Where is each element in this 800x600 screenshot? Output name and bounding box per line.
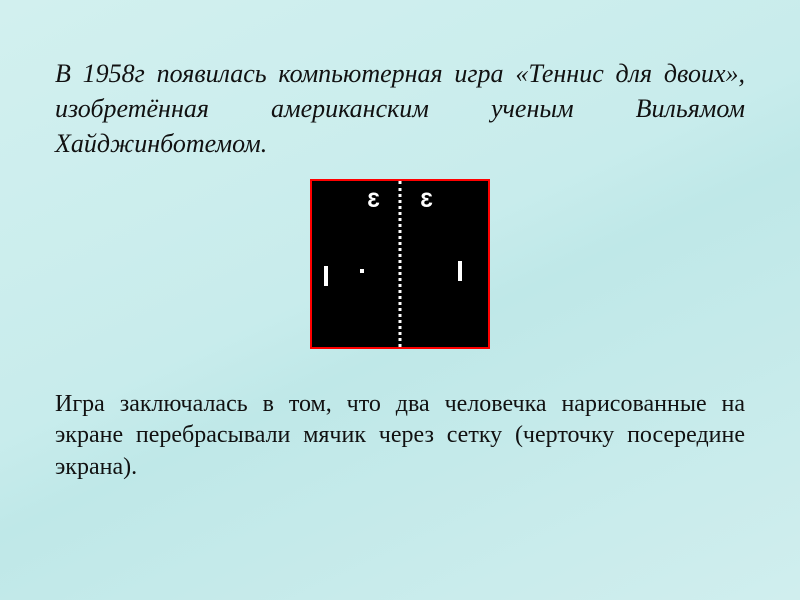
pong-ball bbox=[360, 269, 364, 273]
pong-screen: 3 3 bbox=[310, 179, 490, 349]
pong-score-left: 3 bbox=[367, 191, 380, 213]
top-paragraph: В 1958г появилась компьютерная игра «Тен… bbox=[55, 56, 745, 161]
pong-paddle-left bbox=[324, 266, 328, 286]
pong-score-right: 3 bbox=[420, 191, 433, 213]
bottom-paragraph: Игра заключалась в том, что два человечк… bbox=[55, 389, 745, 483]
pong-net bbox=[399, 181, 402, 347]
game-illustration-container: 3 3 bbox=[55, 179, 745, 349]
slide: В 1958г появилась компьютерная игра «Тен… bbox=[0, 0, 800, 600]
pong-paddle-right bbox=[458, 261, 462, 281]
